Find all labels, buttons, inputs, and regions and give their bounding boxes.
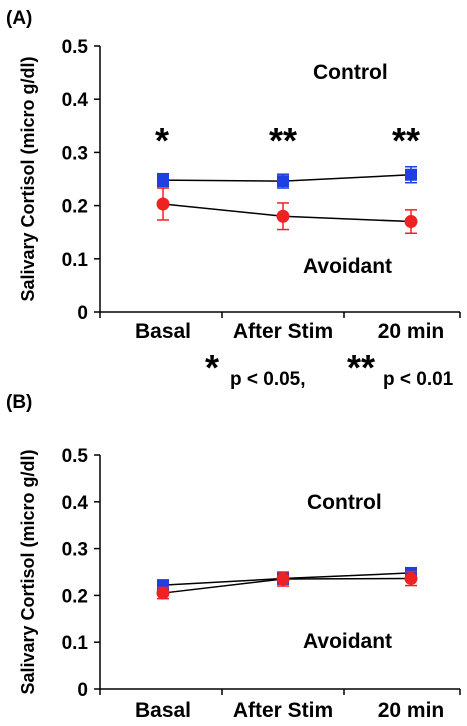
footnote-p-text: p < 0.05, [230, 369, 306, 390]
x-category-label: 20 min [378, 320, 445, 343]
y-tick-label: 0.5 [62, 37, 89, 58]
y-tick-label: 0.4 [62, 493, 89, 514]
significance-marker: * [155, 120, 169, 161]
y-tick-label: 0 [77, 680, 88, 701]
x-category-label: 20 min [378, 699, 445, 722]
data-point [156, 586, 170, 600]
x-category-label: After Stim [233, 699, 333, 722]
y-tick-label: 0.1 [62, 633, 89, 654]
panel-label: (A) [6, 8, 32, 29]
y-axis-label: Salivary Cortisol (micro g/dl) [18, 449, 38, 694]
y-tick-label: 0.2 [62, 197, 88, 218]
series-label-avoidant: Avoidant [303, 255, 392, 278]
panel-label: (B) [6, 392, 32, 413]
y-tick-label: 0.1 [62, 250, 89, 271]
significance-marker: ** [269, 120, 297, 161]
x-category-label: After Stim [233, 320, 333, 343]
x-category-label: Basal [135, 320, 191, 343]
y-tick-label: 0.3 [62, 540, 88, 561]
data-point [404, 215, 418, 229]
footnote-p-text: p < 0.01 [383, 369, 454, 390]
y-tick-label: 0.2 [62, 586, 88, 607]
significance-marker: ** [392, 120, 420, 161]
y-axis-label: Salivary Cortisol (micro g/dl) [18, 56, 38, 301]
y-tick-label: 0.4 [62, 90, 89, 111]
data-point [276, 572, 290, 586]
data-point [405, 168, 417, 181]
data-point [404, 572, 418, 586]
series-label-avoidant: Avoidant [303, 630, 392, 653]
y-tick-label: 0.3 [62, 143, 88, 164]
footnote-star: ** [347, 347, 375, 388]
y-tick-label: 0 [77, 303, 88, 324]
y-tick-label: 0.5 [62, 446, 89, 467]
series-label-control: Control [307, 491, 382, 514]
series-label-control: Control [313, 61, 388, 84]
data-point [277, 175, 289, 188]
data-point [157, 174, 169, 187]
data-point [276, 209, 290, 223]
footnote-star: * [205, 347, 219, 388]
x-category-label: Basal [135, 699, 191, 722]
data-point [156, 197, 170, 211]
